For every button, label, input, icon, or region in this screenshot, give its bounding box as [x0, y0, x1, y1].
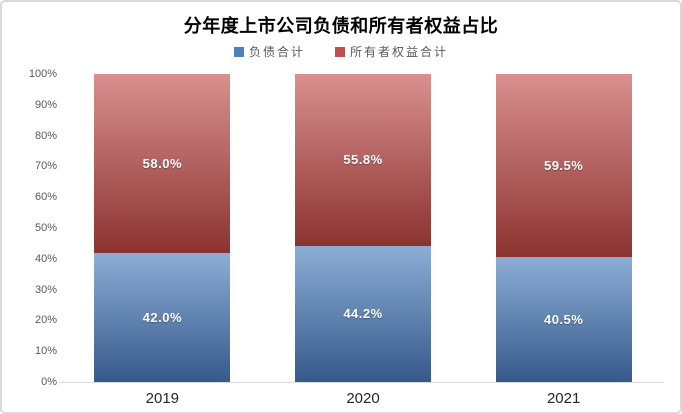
legend-item-equity: 所有者权益合计 — [335, 43, 448, 60]
x-axis-label: 2020 — [346, 390, 380, 407]
legend-swatch-icon — [233, 46, 244, 57]
legend-label: 负债合计 — [248, 45, 305, 59]
x-axis-line — [60, 382, 664, 383]
bar-data-label: 58.0% — [142, 155, 183, 171]
bar-data-label: 44.2% — [343, 306, 383, 322]
bar-segment-equity: 55.8% — [295, 74, 431, 246]
y-axis-tick-label: 10% — [34, 345, 57, 358]
y-axis-tick-label: 100% — [28, 68, 57, 80]
bar-segment-liabilities: 44.2% — [295, 245, 431, 382]
y-axis-tick-label: 70% — [34, 160, 57, 173]
y-axis-tick-label: 30% — [34, 283, 57, 296]
bar-data-label: 40.5% — [543, 312, 584, 328]
x-axis-label: 2021 — [546, 390, 581, 407]
y-axis-tick-label: 40% — [34, 252, 57, 265]
y-axis-tick-label: 20% — [34, 314, 57, 327]
legend-label: 所有者权益合计 — [350, 45, 449, 59]
y-axis-tick-label: 90% — [34, 98, 57, 111]
legend: 负债合计 所有者权益合计 — [2, 43, 680, 60]
legend-swatch-icon — [335, 46, 345, 57]
y-axis-tick-label: 50% — [34, 222, 57, 234]
bar-data-label: 55.8% — [343, 152, 383, 168]
legend-item-liabilities: 负债合计 — [233, 43, 305, 60]
x-axis-label: 2019 — [145, 390, 180, 407]
bar-segment-liabilities: 40.5% — [495, 257, 632, 382]
bar-segment-equity: 58.0% — [94, 74, 231, 253]
y-axis-tick-label: 80% — [34, 129, 57, 142]
bar-segment-liabilities: 42.0% — [94, 252, 231, 382]
bar-data-label: 42.0% — [142, 309, 183, 325]
y-axis-tick-label: 0% — [41, 376, 57, 388]
bar-segment-equity: 59.5% — [495, 74, 632, 258]
bar-data-label: 59.5% — [543, 158, 584, 174]
chart-title: 分年度上市公司负债和所有者权益占比 — [183, 16, 499, 36]
y-axis-tick-label: 60% — [34, 191, 57, 204]
